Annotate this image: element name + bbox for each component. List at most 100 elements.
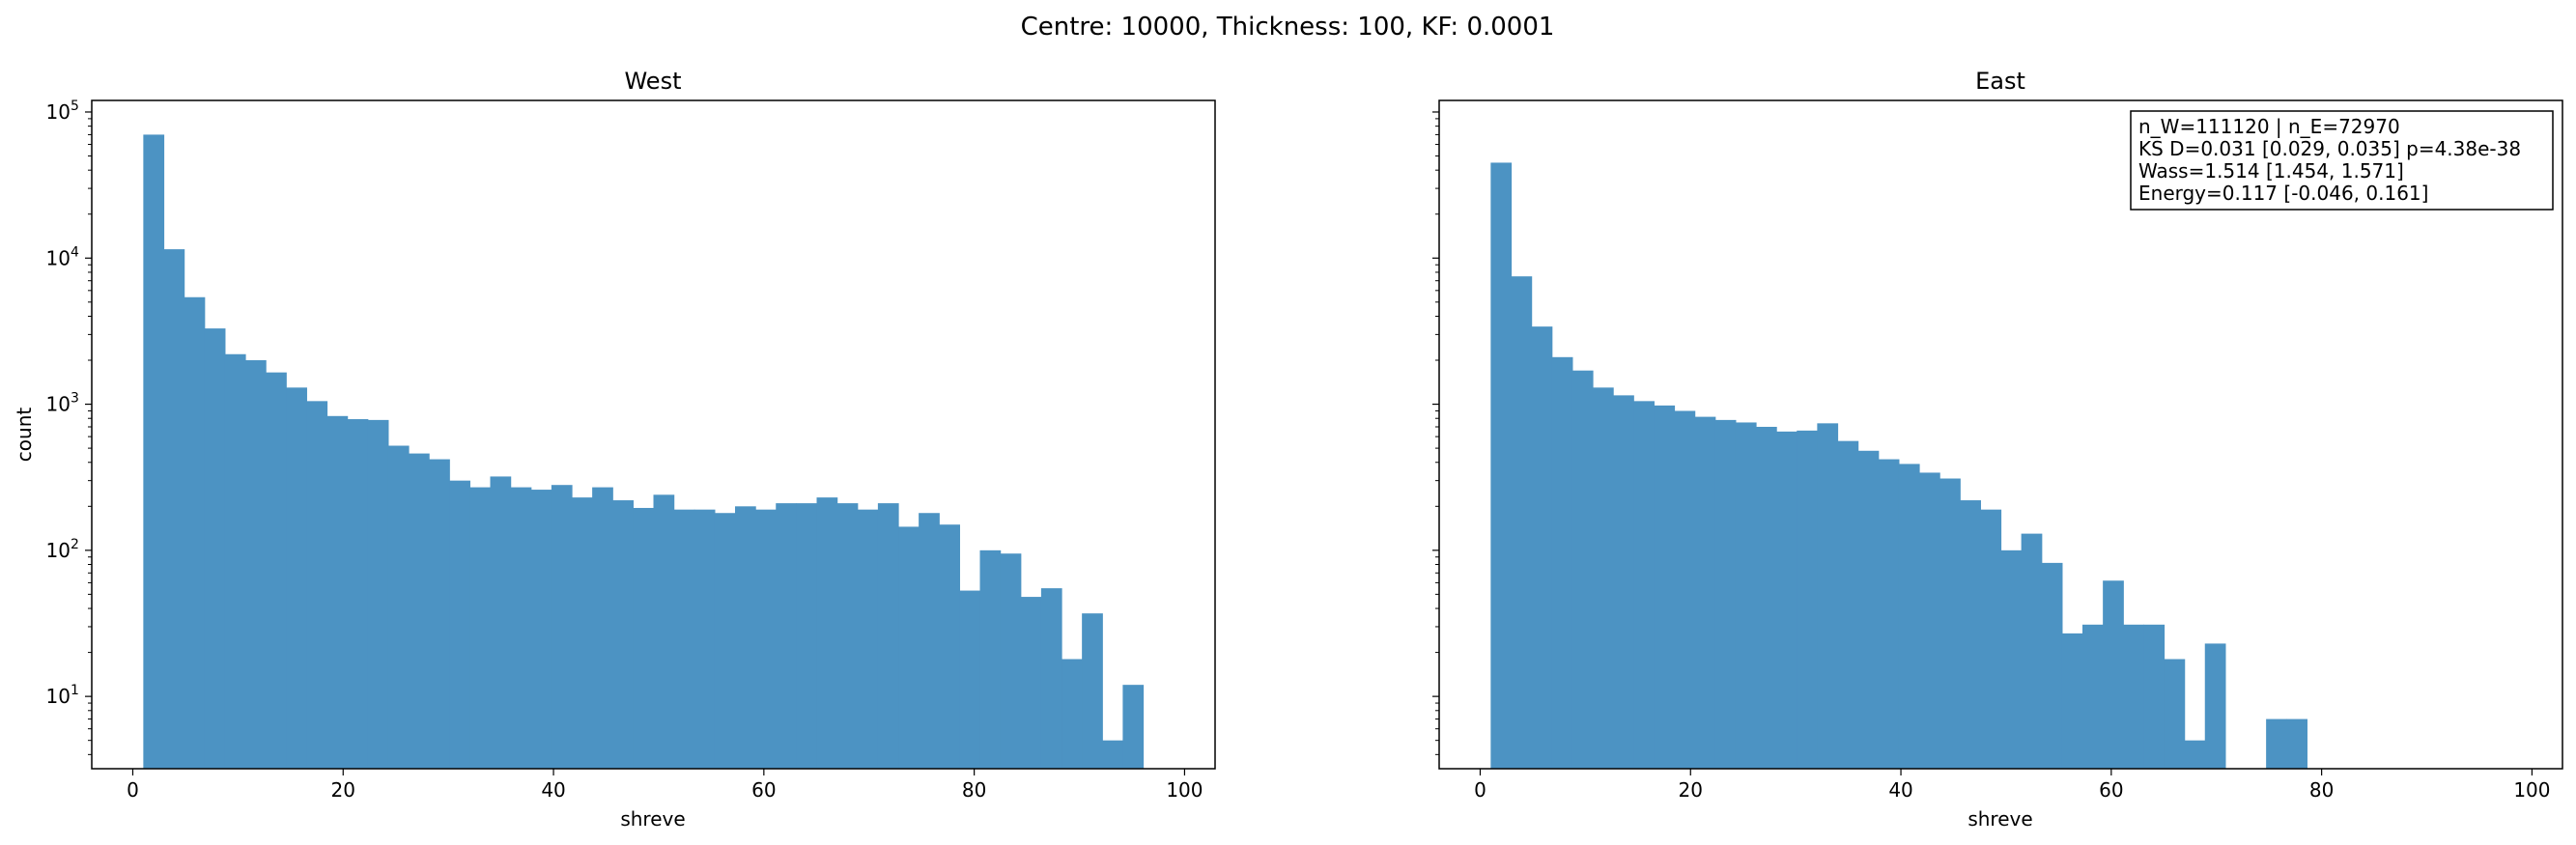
west-bar [919,513,940,769]
east-bar [1837,440,1859,769]
east-xtick-label: 20 [1679,778,1703,802]
west-bar [592,487,613,769]
east-bar [1960,500,1981,769]
west-ytick-exponent: 4 [71,244,79,260]
west-bar [367,419,389,769]
west-ytick-exponent: 5 [71,99,79,114]
west-ytick-label: 10 [46,539,71,562]
west-x-axis: 0 20 40 60 80 100 [127,769,1203,802]
east-panel: East 0 20 40 60 80 100 shreve n_W=111120 | n_… [1432,68,2563,831]
west-bar [408,453,430,769]
west-bar [1122,685,1145,769]
west-bar [266,372,287,769]
east-bar [2103,580,2124,769]
west-bar [673,509,695,769]
east-bar [2266,718,2287,769]
east-bar [2204,643,2226,769]
west-bar [469,487,492,769]
west-bar [898,526,920,769]
west-bar [163,249,185,770]
west-bar [1062,659,1083,769]
east-bar [1571,370,1594,769]
east-bar [1776,431,1798,769]
west-bar [1000,553,1022,769]
west-xtick-label: 60 [751,778,776,802]
west-bar [551,485,573,769]
stats-line-ks: KS D=0.031 [0.029, 0.035] p=4.38e-38 [2138,137,2521,160]
east-bar [1878,459,1900,769]
west-bar [184,296,206,769]
west-ytick-exponent: 3 [71,391,79,407]
east-bar [1980,509,2002,769]
west-frame [91,99,1216,770]
west-bar [326,415,349,769]
west-xlabel: shreve [620,807,685,831]
east-bar [1755,426,1777,769]
west-bar [429,459,450,769]
east-bar [2164,659,2186,769]
east-bar [1633,401,1655,769]
west-bar [387,445,410,769]
east-xtick-label: 40 [1888,778,1912,802]
west-bar [204,328,226,769]
east-bar [2286,718,2307,769]
east-xtick-label: 0 [1474,778,1486,802]
west-bar [1082,613,1103,769]
west-title: West [624,68,681,95]
east-bar [2082,624,2104,769]
west-ytick-label: 10 [46,246,71,269]
stats-box-frame [2130,110,2554,211]
east-bar [1592,387,1614,769]
west-bar [449,480,470,769]
east-bar [1817,423,1839,769]
west-ytick-label: 10 [46,393,71,416]
east-bar [1797,430,1818,769]
west-bar [490,476,512,769]
east-bar [1898,464,1920,769]
west-bar [1040,588,1062,769]
east-bar [1511,276,1533,769]
east-bar [1939,478,1961,769]
west-bar [612,500,634,769]
stats-line-energy: Energy=0.117 [-0.046, 0.161] [2138,182,2428,205]
west-bar [979,549,1002,769]
east-bar [2184,740,2206,769]
west-bar [877,503,899,769]
east-bars [1490,162,2307,769]
west-bar [776,503,797,769]
east-bar [1674,410,1696,769]
east-xtick-label: 100 [2513,778,2550,802]
east-bar [2021,533,2043,769]
west-ytick-label: 10 [46,685,71,708]
west-bar [735,506,756,769]
west-bar [816,497,838,769]
west-bar [755,509,777,769]
east-bar [1490,162,1513,769]
west-bars [143,134,1145,770]
west-bar [959,590,981,769]
west-bar [224,353,246,769]
west-ytick-exponent: 1 [71,683,79,698]
stats-box: n_W=111120 | n_E=72970 KS D=0.031 [0.029… [2130,110,2554,211]
west-xtick-label: 0 [127,778,139,802]
east-bar [2123,624,2144,769]
east-bar [2061,633,2083,769]
west-bar [347,419,369,769]
west-bar [143,134,165,769]
west-ytick-exponent: 2 [71,537,79,552]
east-bar [1714,419,1737,769]
west-bar [572,497,593,769]
west-bar [306,401,328,769]
east-bar [1919,472,1940,769]
east-bar [1857,450,1880,769]
west-bar [653,494,675,769]
west-bar [1102,740,1123,769]
east-y-axis [1432,111,1439,755]
east-bar [1531,326,1553,769]
west-bar [286,387,307,769]
west-bar [244,360,267,769]
east-bar [1694,416,1716,769]
west-bar [694,509,716,769]
